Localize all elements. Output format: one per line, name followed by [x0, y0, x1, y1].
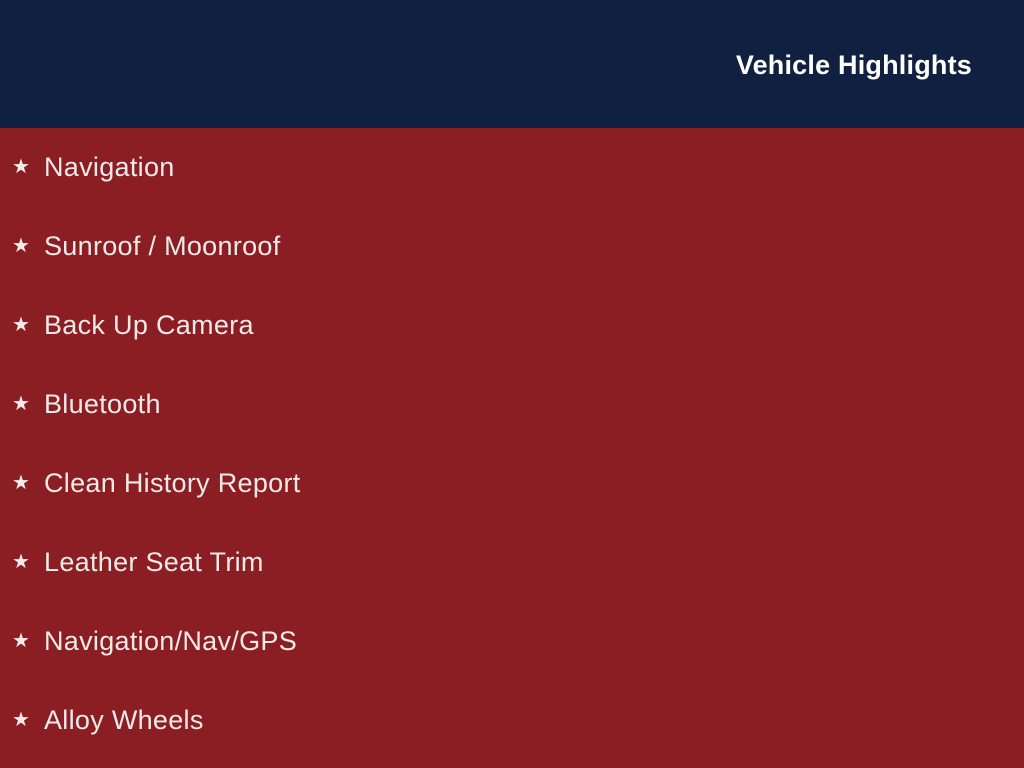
- highlight-label: Alloy Wheels: [44, 704, 204, 735]
- list-item: ★ Alloy Wheels: [0, 681, 1024, 760]
- star-bullet-icon: ★: [12, 155, 30, 178]
- list-item: ★ Navigation/Nav/GPS: [0, 602, 1024, 681]
- highlight-label: Sunroof / Moonroof: [44, 230, 281, 261]
- highlight-label: Back Up Camera: [44, 309, 254, 340]
- star-bullet-icon: ★: [12, 471, 30, 494]
- highlight-label: Navigation/Nav/GPS: [44, 625, 298, 656]
- star-bullet-icon: ★: [12, 629, 30, 652]
- highlight-label: Clean History Report: [44, 467, 301, 498]
- list-item: ★ Clean History Report: [0, 444, 1024, 523]
- slide-body: ★ Navigation ★ Sunroof / Moonroof ★ Back…: [0, 128, 1024, 768]
- list-item: ★ Back Up Camera: [0, 286, 1024, 365]
- list-item: ★ Sunroof / Moonroof: [0, 207, 1024, 286]
- highlight-label: Bluetooth: [44, 388, 161, 419]
- highlight-label: Navigation: [44, 151, 175, 182]
- star-bullet-icon: ★: [12, 392, 30, 415]
- star-bullet-icon: ★: [12, 234, 30, 257]
- star-bullet-icon: ★: [12, 313, 30, 336]
- star-bullet-icon: ★: [12, 708, 30, 731]
- vehicle-highlights-list: ★ Navigation ★ Sunroof / Moonroof ★ Back…: [0, 128, 1024, 760]
- list-item: ★ Leather Seat Trim: [0, 523, 1024, 602]
- list-item: ★ Bluetooth: [0, 365, 1024, 444]
- slide-header: Vehicle Highlights: [0, 0, 1024, 128]
- star-bullet-icon: ★: [12, 550, 30, 573]
- highlight-label: Leather Seat Trim: [44, 546, 264, 577]
- page-title: Vehicle Highlights: [735, 49, 972, 80]
- list-item: ★ Navigation: [0, 128, 1024, 207]
